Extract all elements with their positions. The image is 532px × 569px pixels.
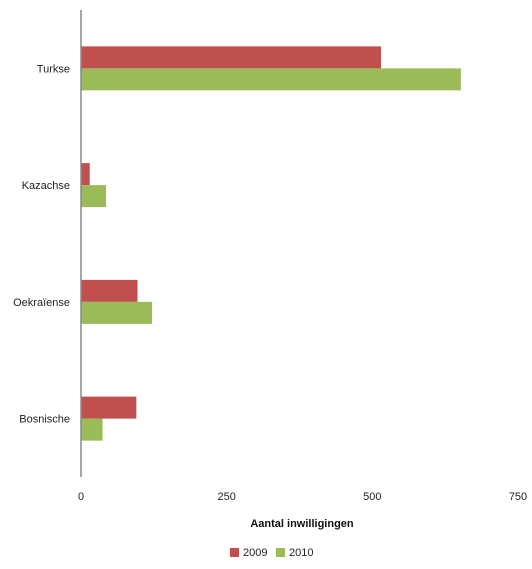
x-tick-label: 0 [78, 491, 84, 503]
bar-2009-3 [81, 396, 137, 419]
category-label: Turkse [37, 63, 70, 75]
bar-2010-1 [81, 185, 107, 208]
legend-swatch-2009 [230, 548, 239, 557]
bar-2010-3 [81, 418, 103, 441]
legend: 2009 2010 [230, 547, 313, 559]
x-tick-label: 500 [363, 491, 381, 503]
x-tick-label: 250 [217, 491, 235, 503]
category-labels: Turkse Kazachse Oekraïense Bosnische [13, 63, 70, 425]
legend-label-2009: 2009 [243, 547, 267, 559]
bar-2009-1 [81, 163, 90, 186]
category-label: Bosnische [19, 414, 70, 426]
bars-group [81, 46, 461, 441]
category-label: Oekraïense [13, 297, 70, 309]
category-label: Kazachse [22, 180, 70, 192]
x-tick-label: 750 [509, 491, 527, 503]
bar-2009-2 [81, 279, 138, 302]
legend-swatch-2010 [276, 548, 285, 557]
x-tick-labels: 0 250 500 750 [78, 491, 527, 503]
bar-2010-2 [81, 301, 153, 324]
bar-2009-0 [81, 46, 382, 69]
legend-label-2010: 2010 [289, 547, 313, 559]
bar-2010-0 [81, 68, 461, 91]
x-axis-title: Aantal inwilligingen [250, 518, 354, 530]
